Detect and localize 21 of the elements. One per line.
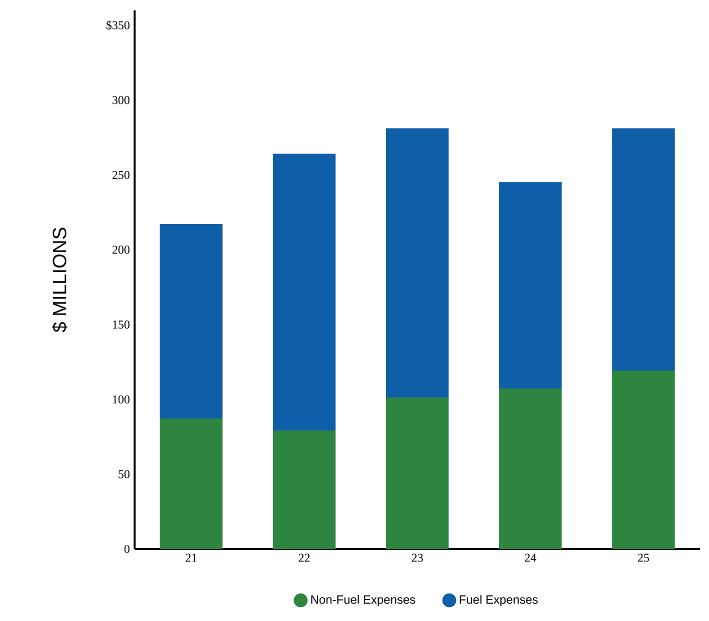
x-tick-label: 25: [638, 554, 650, 562]
bar: [272, 154, 336, 432]
legend-label: Non-Fuel Expenses: [311, 594, 416, 606]
y-tick-label: 150: [113, 320, 130, 329]
y-axis-title: $ MILLIONS: [52, 228, 68, 332]
y-tick-label: $350: [106, 20, 130, 30]
y-tick-label: 50: [118, 470, 130, 478]
legend-label: Fuel Expenses: [460, 594, 538, 606]
x-tick-label: 24: [524, 554, 536, 562]
bar: [386, 128, 449, 398]
y-tick-label: 300: [112, 96, 130, 104]
y-tick-label: 250: [112, 170, 130, 179]
bar: [612, 128, 675, 372]
x-tick-label: 21: [186, 554, 196, 562]
y-tick-label: 100: [113, 395, 130, 404]
x-tick-label: 22: [298, 554, 310, 562]
x-tick-label: 23: [412, 554, 423, 562]
y-tick-label: 200: [112, 246, 130, 254]
bar: [499, 182, 562, 390]
bar: [160, 224, 223, 420]
y-tick-label: 0: [124, 544, 130, 554]
